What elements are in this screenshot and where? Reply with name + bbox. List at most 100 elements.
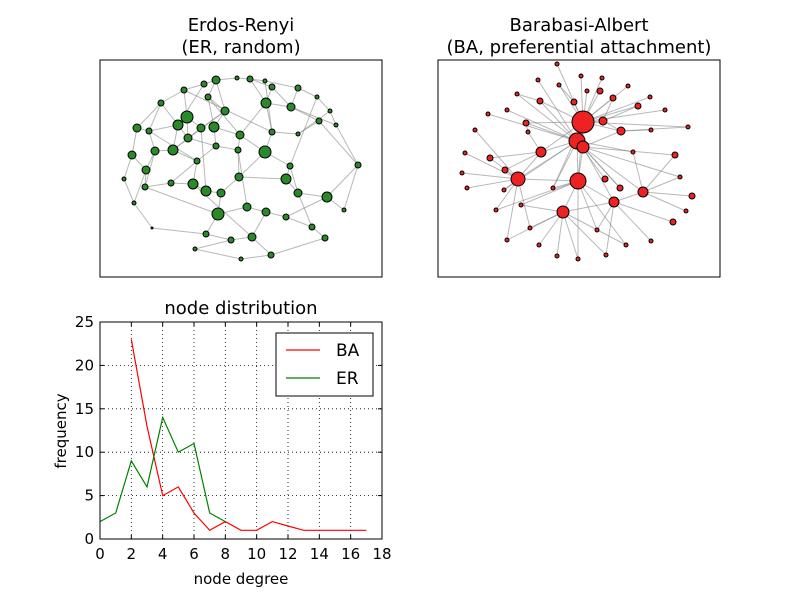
ba-node	[688, 192, 696, 200]
er-edge	[131, 127, 138, 156]
ba-edge	[461, 172, 519, 180]
ba-edge	[642, 191, 687, 212]
er-edge	[200, 127, 207, 192]
ba-node	[648, 238, 654, 244]
ba-edge	[504, 151, 542, 171]
ba-node	[464, 185, 470, 191]
er-edge	[133, 202, 153, 229]
er-node	[314, 94, 320, 100]
er-edge	[160, 102, 189, 139]
legend-label-ba: BA	[336, 341, 360, 361]
ba-edge	[582, 146, 621, 189]
legend-box	[275, 332, 374, 397]
ba-edge	[582, 130, 622, 148]
ba-edge	[582, 146, 644, 193]
ba-edges	[461, 63, 693, 260]
ba-node	[504, 107, 510, 113]
ba-edge	[520, 180, 579, 206]
er-node	[321, 191, 333, 203]
ba-node	[594, 227, 600, 233]
er-edge	[148, 102, 162, 132]
er-node	[333, 122, 339, 128]
er-node	[268, 83, 276, 91]
y-tick-label: 5	[84, 487, 94, 505]
ba-node	[637, 186, 649, 198]
er-edge	[133, 169, 147, 204]
ba-node	[603, 252, 609, 258]
y-tick-label: 25	[75, 313, 94, 331]
y-tick-label: 15	[75, 400, 94, 418]
er-edge	[289, 96, 318, 167]
ba-edge	[582, 146, 615, 203]
ba-node	[504, 237, 510, 243]
er-edge	[271, 131, 299, 135]
er-edge	[144, 186, 219, 215]
ba-node	[535, 146, 547, 158]
er-node	[141, 183, 149, 191]
er-edge	[290, 106, 337, 126]
er-node	[286, 162, 294, 170]
ba-edge	[538, 211, 564, 246]
ba-edge	[582, 121, 689, 128]
ba-edge	[642, 191, 693, 197]
er-edge	[196, 145, 217, 162]
ba-edge	[642, 154, 676, 193]
er-edge	[264, 80, 299, 89]
er-edge	[239, 102, 267, 136]
er-edge	[123, 178, 135, 204]
er-node	[141, 165, 151, 175]
er-node	[180, 86, 188, 94]
er-node	[187, 178, 199, 190]
er-node	[235, 130, 245, 140]
ba-node	[570, 98, 578, 106]
er-edge	[329, 110, 337, 126]
ba-node	[669, 218, 677, 226]
ba-edge	[632, 151, 644, 193]
er-node	[212, 142, 220, 150]
er-node	[202, 230, 210, 238]
er-node	[238, 256, 244, 262]
ba-node	[616, 126, 626, 136]
ba-edge	[582, 146, 681, 178]
er-node	[286, 102, 296, 112]
ba-node	[576, 140, 590, 154]
er-node	[294, 84, 302, 92]
er-node	[200, 185, 212, 197]
er-edge	[318, 120, 359, 166]
er-edge	[136, 102, 162, 129]
x-tick-label: 12	[278, 545, 297, 563]
er-edge	[194, 248, 242, 260]
legend: BA ER	[275, 332, 374, 397]
er-node	[145, 127, 153, 135]
er-edge	[170, 160, 198, 184]
ba-node	[609, 94, 617, 102]
er-node	[262, 78, 268, 84]
dist-frame	[99, 321, 383, 540]
ba-edge	[517, 178, 579, 182]
er-edge	[144, 182, 172, 188]
x-axis-label: node degree	[194, 570, 289, 588]
x-tick-label: 10	[247, 545, 266, 563]
er-node	[121, 176, 127, 182]
er-node	[192, 246, 198, 252]
er-node	[167, 179, 175, 187]
ba-edge	[516, 93, 578, 142]
ba-edge	[577, 180, 627, 246]
er-node	[196, 123, 206, 133]
ba-edge	[464, 152, 519, 180]
er-edge	[270, 237, 326, 256]
er-node	[157, 99, 165, 107]
ba-node	[683, 208, 689, 214]
er-node	[204, 93, 212, 101]
er-edge	[249, 78, 273, 88]
ba-node	[608, 196, 620, 208]
ba-node	[522, 119, 530, 127]
ba-node	[616, 184, 624, 192]
er-title-line1: Erdos-Renyi	[188, 15, 295, 36]
ba-edge	[562, 211, 579, 260]
ba-node	[685, 124, 691, 130]
er-frame	[99, 59, 383, 278]
ba-node	[625, 83, 631, 89]
ba-node	[584, 88, 590, 94]
